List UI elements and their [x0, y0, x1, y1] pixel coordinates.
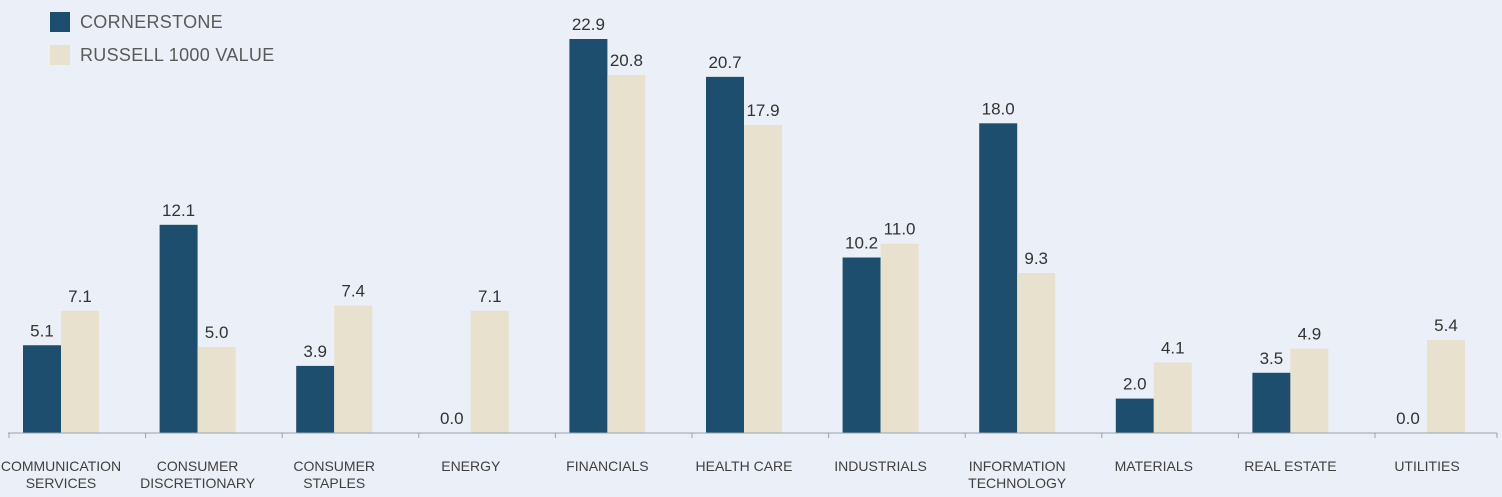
category-label-real-estate: REAL ESTATE	[1215, 458, 1365, 475]
legend-item-cornerstone: CORNERSTONE	[50, 10, 275, 34]
bar-cornerstone-consumer-discretionary	[159, 224, 198, 433]
category-label-consumer-staples: CONSUMER STAPLES	[259, 458, 409, 492]
legend-label-cornerstone: CORNERSTONE	[80, 11, 223, 32]
value-label-cornerstone-real-estate: 3.5	[1260, 349, 1284, 368]
category-label-line: COMMUNICATION	[0, 458, 122, 474]
bar-cornerstone-industrials	[842, 257, 881, 433]
bar-russell-1000-value-energy	[470, 310, 509, 433]
bar-cornerstone-communication-services	[23, 345, 61, 433]
legend-swatch-cornerstone	[50, 12, 70, 32]
category-label-line: STAPLES	[303, 475, 366, 491]
value-label-cornerstone-materials: 2.0	[1123, 375, 1147, 394]
value-label-cornerstone-health-care: 20.7	[708, 53, 741, 72]
category-label-energy: ENERGY	[396, 458, 546, 475]
bar-russell-1000-value-utilities	[1427, 340, 1465, 433]
value-label-russell-1000-value-utilities: 5.4	[1434, 316, 1458, 335]
category-label-line: DISCRETIONARY	[140, 475, 256, 491]
category-label-materials: MATERIALS	[1079, 458, 1229, 475]
category-label-line: TECHNOLOGY	[968, 475, 1067, 491]
bar-cornerstone-information-technology	[979, 123, 1018, 434]
bar-russell-1000-value-real-estate	[1290, 348, 1329, 433]
bar-russell-1000-value-information-technology	[1017, 272, 1056, 433]
category-label-line: MATERIALS	[1114, 458, 1193, 474]
category-label-utilities: UTILITIES	[1352, 458, 1502, 475]
bar-russell-1000-value-materials	[1153, 362, 1192, 433]
bar-cornerstone-consumer-staples	[296, 365, 335, 433]
bars-layer	[23, 39, 1465, 434]
category-label-line: CONSUMER	[293, 458, 376, 474]
bar-russell-1000-value-communication-services	[61, 310, 99, 433]
value-label-russell-1000-value-industrials: 11.0	[884, 220, 916, 239]
category-label-line: REAL ESTATE	[1244, 458, 1337, 474]
bar-cornerstone-financials	[569, 39, 608, 433]
value-label-russell-1000-value-communication-services: 7.1	[68, 287, 92, 306]
value-label-cornerstone-energy: 0.0	[440, 409, 464, 428]
legend-swatch-russell-1000-value	[50, 45, 70, 65]
value-label-russell-1000-value-information-technology: 9.3	[1024, 249, 1048, 268]
value-label-cornerstone-consumer-staples: 3.9	[303, 342, 327, 361]
category-label-line: HEALTH CARE	[695, 458, 793, 474]
category-label-line: UTILITIES	[1394, 458, 1460, 474]
value-label-cornerstone-financials: 22.9	[572, 15, 605, 34]
value-label-russell-1000-value-energy: 7.1	[478, 287, 502, 306]
category-label-line: INFORMATION	[968, 458, 1066, 474]
value-label-russell-1000-value-financials: 20.8	[610, 51, 643, 70]
category-label-line: FINANCIALS	[566, 458, 649, 474]
value-label-russell-1000-value-materials: 4.1	[1161, 338, 1185, 357]
category-label-communication-services: COMMUNICATION SERVICES	[0, 458, 136, 492]
bar-russell-1000-value-health-care	[744, 125, 782, 434]
bar-russell-1000-value-consumer-staples	[334, 305, 373, 433]
category-label-line: ENERGY	[441, 458, 501, 474]
value-labels-layer: 5.1 7.1 12.1 5.0 3.9 7.4 0.0 7.1 22.9 20.8 20.7 17.…	[30, 15, 1458, 428]
category-label-financials: FINANCIALS	[532, 458, 682, 475]
category-label-line: CONSUMER	[156, 458, 239, 474]
x-axis-ticks	[8, 433, 1498, 438]
category-label-consumer-discretionary: CONSUMER DISCRETIONARY	[123, 458, 273, 492]
bar-cornerstone-materials	[1115, 398, 1154, 433]
bar-cornerstone-health-care	[706, 76, 744, 433]
value-label-cornerstone-utilities: 0.0	[1396, 409, 1420, 428]
legend-label-russell-1000-value: RUSSELL 1000 VALUE	[80, 44, 275, 65]
category-label-health-care: HEALTH CARE	[669, 458, 819, 475]
value-label-cornerstone-communication-services: 5.1	[30, 321, 54, 340]
value-label-cornerstone-consumer-discretionary: 12.1	[162, 201, 195, 220]
value-label-russell-1000-value-health-care: 17.9	[746, 101, 779, 120]
legend-item-russell-1000-value: RUSSELL 1000 VALUE	[50, 43, 275, 67]
bar-russell-1000-value-consumer-discretionary	[197, 346, 236, 433]
bar-cornerstone-real-estate	[1252, 372, 1291, 433]
value-label-cornerstone-information-technology: 18.0	[982, 99, 1015, 118]
category-label-line: SERVICES	[25, 475, 97, 491]
value-label-russell-1000-value-real-estate: 4.9	[1298, 325, 1322, 344]
category-label-information-technology: INFORMATION TECHNOLOGY	[942, 458, 1092, 492]
value-label-russell-1000-value-consumer-staples: 7.4	[341, 282, 365, 301]
bar-russell-1000-value-financials	[607, 75, 646, 433]
category-label-line: INDUSTRIALS	[834, 458, 927, 474]
legend: CORNERSTONE RUSSELL 1000 VALUE	[50, 10, 275, 76]
value-label-russell-1000-value-consumer-discretionary: 5.0	[205, 323, 229, 342]
category-label-industrials: INDUSTRIALS	[806, 458, 956, 475]
bar-russell-1000-value-industrials	[880, 243, 919, 433]
value-label-cornerstone-industrials: 10.2	[845, 234, 878, 253]
